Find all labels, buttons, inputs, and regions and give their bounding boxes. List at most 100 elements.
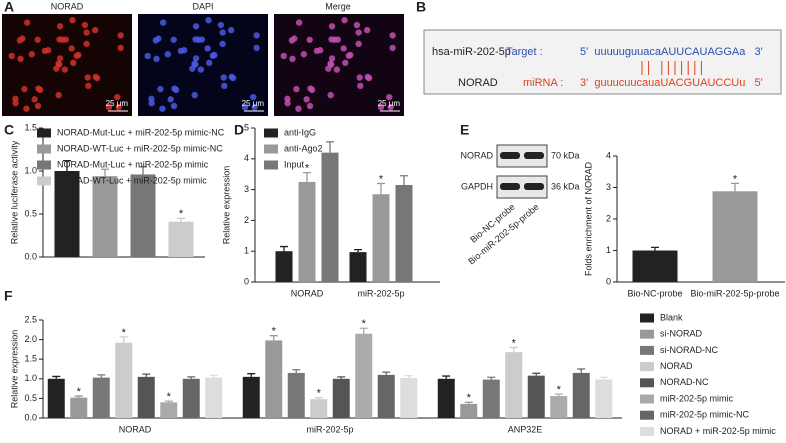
- error-bar: [280, 245, 288, 252]
- significance-marker: *: [305, 163, 310, 175]
- cell: [211, 51, 218, 59]
- micrograph: [274, 14, 404, 116]
- error-bar: [97, 374, 106, 378]
- scale-bar-label: 25 μm: [378, 99, 401, 108]
- cell: [170, 102, 178, 110]
- y-tick-label: 1: [244, 246, 249, 256]
- error-bar: [599, 376, 608, 380]
- cell: [357, 82, 364, 90]
- bar: [160, 402, 178, 418]
- error-bar: [326, 141, 334, 153]
- error-bar: [187, 376, 196, 379]
- scale-bar-label: 25 μm: [106, 99, 129, 108]
- legend-label: anti-Ago2: [284, 143, 323, 153]
- error-bar: [354, 249, 362, 253]
- mirna-label: miRNA :: [523, 77, 563, 89]
- image-caption: DAPI: [192, 1, 213, 11]
- y-tick-label: 0: [606, 276, 611, 286]
- y-axis-label: Folds enrichment of NORAD: [583, 161, 593, 276]
- y-tick-label: 4: [606, 150, 611, 160]
- blot-size-label: 70 kDa: [551, 150, 580, 160]
- bar: [377, 374, 395, 418]
- bar: [572, 372, 590, 418]
- cell: [295, 105, 302, 112]
- y-tick-label: 2: [244, 215, 249, 225]
- bar: [437, 378, 455, 418]
- cell: [35, 85, 42, 92]
- cell: [340, 45, 347, 52]
- legend-swatch: [640, 426, 654, 436]
- cell: [12, 100, 19, 107]
- cell: [191, 91, 198, 99]
- error-bar: [382, 371, 391, 375]
- y-tick-label: 1.0: [24, 165, 37, 175]
- bar: [460, 403, 478, 418]
- cell: [289, 55, 296, 63]
- cell: [293, 85, 300, 93]
- cell: [387, 104, 394, 111]
- y-tick-label: 0.5: [24, 393, 37, 403]
- significance-marker: *: [557, 384, 562, 396]
- micrograph: [138, 14, 268, 116]
- cells: [8, 17, 396, 112]
- error-bar: [119, 336, 128, 343]
- cell: [253, 44, 260, 52]
- cell: [115, 104, 122, 111]
- panel-label: F: [4, 288, 13, 304]
- legend-label: NORAD + miR-202-5p mimic: [660, 426, 776, 436]
- cell: [219, 40, 226, 48]
- cell: [31, 96, 38, 103]
- cell: [206, 59, 213, 67]
- cell: [69, 17, 76, 24]
- cell: [356, 74, 363, 81]
- bar: [287, 372, 305, 418]
- cell: [325, 65, 332, 72]
- significance-marker: *: [77, 386, 82, 398]
- target-sequence: 5' uuuuuguuacaAUUCAUAGGAa 3': [580, 46, 763, 58]
- cell: [171, 85, 178, 92]
- image-caption: Merge: [325, 1, 351, 11]
- panel-label: B: [416, 0, 426, 15]
- cell: [347, 51, 354, 59]
- cell: [28, 51, 36, 58]
- cell: [363, 26, 371, 34]
- legend-label: NORAD-WT-Luc + miR-202-5p mimic: [57, 175, 207, 185]
- cell: [253, 32, 260, 39]
- bar: [137, 376, 155, 418]
- x-tick-label: Bio-NC-probe: [627, 288, 682, 298]
- blot: [496, 144, 548, 168]
- cell: [155, 35, 162, 42]
- x-tick-label: ANP32E: [508, 424, 543, 434]
- cell: [170, 36, 177, 43]
- cell: [227, 26, 235, 34]
- error-bar: [731, 182, 739, 192]
- cell: [105, 103, 113, 111]
- y-tick-label: 1: [606, 245, 611, 255]
- cell: [68, 45, 75, 52]
- mirna-name: hsa-miR-202-5p: [432, 46, 511, 58]
- x-tick-label: miR-202-5p: [306, 424, 353, 434]
- error-bar: [377, 182, 385, 195]
- cell: [355, 40, 362, 48]
- legend-label: NORAD-WT-Luc + miR-202-5p mimic-NC: [57, 143, 223, 153]
- cell: [250, 93, 257, 101]
- y-axis-label: Relative expression: [221, 166, 231, 245]
- cell: [341, 17, 348, 24]
- cell: [221, 82, 228, 90]
- y-tick-label: 0.0: [24, 251, 37, 261]
- cell: [56, 23, 64, 30]
- error-bar: [359, 327, 368, 334]
- cell: [342, 59, 349, 67]
- cell: [303, 96, 310, 103]
- legend-label: NORAD-NC: [660, 377, 709, 387]
- significance-marker: *: [317, 388, 322, 400]
- legend-label: miR-202-5p mimic: [660, 393, 734, 403]
- bar: [395, 184, 413, 282]
- cell: [23, 19, 31, 26]
- blot-band: [524, 152, 544, 159]
- cell: [192, 23, 200, 30]
- legend-swatch: [640, 362, 654, 372]
- bar: [265, 340, 283, 418]
- bar: [130, 174, 156, 257]
